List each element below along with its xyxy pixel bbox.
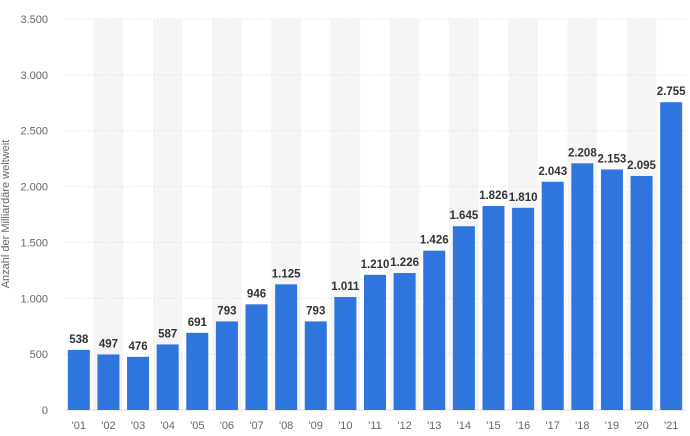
bar	[186, 332, 209, 410]
x-tick-label: '10	[338, 420, 352, 432]
bar	[452, 226, 475, 410]
data-label: 946	[247, 288, 266, 300]
background-band	[93, 19, 124, 410]
data-label: 793	[306, 305, 325, 317]
data-label: 497	[99, 338, 118, 350]
bar	[482, 206, 505, 410]
bar	[97, 354, 120, 410]
bar	[630, 175, 653, 410]
data-label: 691	[188, 317, 208, 329]
y-tick-label: 2.500	[20, 126, 48, 138]
data-label: 1.426	[420, 235, 449, 247]
data-label: 1.826	[479, 190, 508, 202]
y-axis-ticks: 0 500 1.000 1.500 2.000 2.500 3.000 3.500	[20, 14, 48, 417]
y-tick-label: 3.000	[20, 70, 48, 82]
y-tick-label: 1.500	[20, 237, 48, 249]
bar	[334, 297, 357, 410]
x-tick-label: '06	[220, 420, 234, 432]
x-tick-label: '16	[516, 420, 530, 432]
bar	[67, 349, 90, 410]
data-label: 2.208	[568, 147, 597, 159]
x-tick-label: '12	[397, 420, 411, 432]
bar	[275, 284, 298, 410]
x-tick-label: '17	[546, 420, 560, 432]
x-axis-ticks: '01 '02 '03 '04 '05 '06 '07 '08 '09 '10 '11 '12 '13 '…	[72, 420, 679, 432]
x-tick-label: '04	[160, 420, 174, 432]
bar	[215, 321, 238, 410]
data-label: 1.226	[390, 257, 419, 269]
data-label: 2.153	[598, 153, 627, 165]
x-tick-label: '01	[72, 420, 86, 432]
x-tick-label: '19	[605, 420, 619, 432]
y-tick-label: 1.000	[20, 293, 48, 305]
bar	[541, 181, 564, 410]
bar	[600, 169, 623, 410]
y-axis-label: Anzahl der Milliardäre weltweit	[0, 140, 12, 289]
x-tick-label: '02	[101, 420, 115, 432]
x-tick-label: '05	[190, 420, 204, 432]
bar	[245, 304, 268, 410]
bars	[67, 102, 683, 410]
data-label: 538	[69, 334, 89, 346]
bar	[156, 344, 179, 410]
x-tick-label: '15	[486, 420, 500, 432]
x-tick-label: '11	[368, 420, 382, 432]
bar	[364, 274, 386, 410]
data-label: 587	[158, 328, 177, 340]
bar	[660, 102, 683, 410]
x-tick-label: '13	[427, 420, 441, 432]
y-tick-label: 500	[30, 349, 48, 361]
data-label: 1.210	[361, 259, 390, 271]
data-label: 2.755	[657, 86, 686, 98]
x-tick-label: '03	[131, 420, 145, 432]
bar	[571, 163, 594, 410]
bar	[304, 321, 327, 410]
x-tick-label: '20	[634, 420, 648, 432]
bar	[127, 356, 150, 410]
x-tick-label: '21	[664, 420, 678, 432]
y-tick-label: 3.500	[20, 14, 48, 26]
y-tick-label: 0	[42, 405, 48, 417]
bar	[512, 207, 535, 410]
x-tick-label: '08	[279, 420, 293, 432]
data-label: 2.095	[627, 160, 656, 172]
data-label: 1.810	[509, 192, 538, 204]
data-label: 476	[128, 341, 147, 353]
x-tick-label: '14	[457, 420, 471, 432]
bar	[393, 273, 416, 410]
x-tick-label: '09	[309, 420, 323, 432]
x-tick-label: '18	[575, 420, 589, 432]
data-label: 2.043	[538, 166, 567, 178]
x-tick-label: '07	[249, 420, 263, 432]
data-label: 1.645	[449, 210, 478, 222]
bar	[423, 250, 446, 410]
data-label: 1.011	[331, 281, 360, 293]
y-tick-label: 2.000	[20, 182, 48, 194]
data-label: 1.125	[272, 268, 301, 280]
data-label: 793	[217, 305, 236, 317]
